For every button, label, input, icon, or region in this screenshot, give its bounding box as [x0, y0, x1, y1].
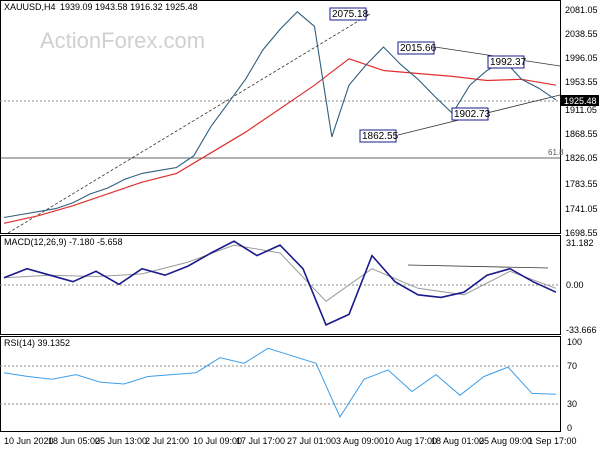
macd-tick-label: 0.00 — [566, 280, 584, 290]
time-tick-label: 1 Sep 17:00 — [528, 436, 577, 446]
price-tick-label: 2081.05 — [565, 5, 598, 15]
diagonal-trendline — [7, 13, 371, 234]
symbol-label: XAUUSD,H4 — [4, 2, 56, 12]
macd-signal-line — [3, 244, 557, 302]
macd-tick-label: -33.666 — [566, 325, 597, 335]
time-tick-label: 10 Jul 09:00 — [193, 436, 242, 446]
price-tick-label: 1868.55 — [565, 129, 598, 139]
macd-title: MACD(12,26,9) -7.180 -5.658 — [4, 237, 123, 247]
macd-y-axis: 31.182 0.00 -33.666 — [566, 238, 597, 335]
price-tick-label: 1996.05 — [565, 53, 598, 63]
annot-1902: 1902.73 — [454, 109, 491, 120]
macd-series — [3, 240, 557, 326]
time-tick-label: 3 Aug 09:00 — [336, 436, 384, 446]
price-line — [3, 11, 557, 219]
annot-1862: 1862.55 — [362, 131, 399, 142]
time-tick-label: 2 Jul 21:00 — [145, 436, 189, 446]
rsi-series — [3, 347, 557, 418]
rsi-tick-label: 0 — [567, 423, 572, 433]
current-price-tag — [561, 95, 599, 106]
time-tick-label: 18 Aug 01:00 — [431, 436, 484, 446]
time-tick-label: 18 Jun 05:00 — [48, 436, 100, 446]
rsi-y-axis: 100 70 30 0 — [567, 337, 582, 433]
annot-box-2015 — [397, 41, 435, 55]
time-tick-label: 25 Jun 13:00 — [95, 436, 147, 446]
watermark: ActionForex.com — [40, 28, 205, 53]
rsi-line — [3, 347, 557, 418]
annot-1992: 1992.37 — [490, 57, 527, 68]
macd-resistance-line — [407, 264, 549, 269]
annot-2075: 2075.18 — [332, 9, 369, 20]
price-tick-label: 1911.05 — [565, 105, 597, 115]
rsi-tick-label: 70 — [567, 361, 577, 371]
annot-2015: 2015.66 — [400, 43, 437, 54]
current-price-value: 1925.48 — [564, 96, 597, 106]
macd-line — [3, 240, 557, 326]
price-ma-line — [3, 58, 557, 224]
annot-box-1862 — [359, 129, 397, 143]
annot-box-1902 — [451, 107, 489, 121]
time-tick-label: 25 Aug 09:00 — [479, 436, 532, 446]
fib-label: 61.8 — [548, 148, 564, 157]
price-tick-label: 1741.05 — [565, 204, 598, 214]
price-y-axis: 2081.05 2038.55 1996.05 1953.55 1911.05 1868.… — [565, 5, 598, 238]
annotations: 2075.18 2015.66 1992.37 1902.73 1862.55 — [329, 7, 527, 143]
rsi-tick-label: 100 — [567, 337, 582, 347]
rsi-panel-frame — [0, 336, 561, 432]
price-series — [3, 11, 557, 224]
annot-box-2075 — [329, 7, 367, 21]
ohlc-label: 1939.09 1943.58 1916.32 1925.48 — [60, 2, 198, 12]
price-tick-label: 1953.55 — [565, 77, 598, 87]
rsi-tick-label: 30 — [567, 399, 577, 409]
price-tick-label: 1826.05 — [565, 153, 598, 163]
time-tick-label: 10 Aug 17:00 — [384, 436, 437, 446]
rsi-title: RSI(14) 39.1352 — [4, 338, 70, 348]
time-tick-label: 10 Jun 2020 — [4, 436, 54, 446]
macd-tick-label: 31.182 — [566, 238, 594, 248]
time-tick-label: 27 Jul 01:00 — [287, 436, 336, 446]
price-tick-label: 2038.55 — [565, 29, 598, 39]
time-tick-label: 17 Jul 17:00 — [236, 436, 285, 446]
price-tick-label: 1698.55 — [565, 228, 598, 238]
price-tick-label: 1783.55 — [565, 179, 598, 189]
annot-box-1992 — [487, 55, 525, 69]
